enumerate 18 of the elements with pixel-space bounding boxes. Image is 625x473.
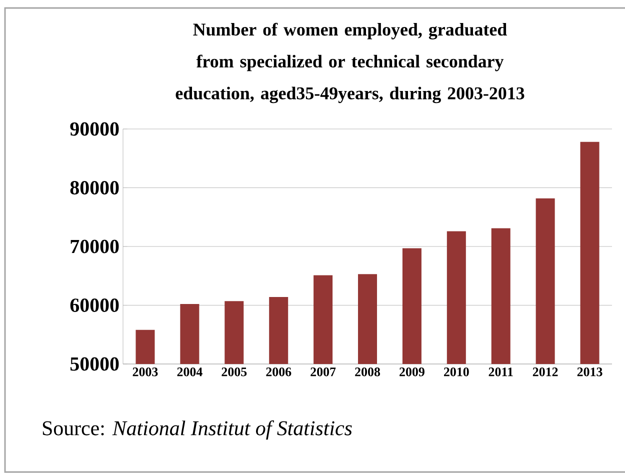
x-tick-label: 2003: [132, 368, 158, 376]
x-tick-label: 2007: [310, 368, 336, 376]
x-tick-label: 2006: [266, 368, 292, 376]
x-tick-label: 2009: [400, 368, 424, 376]
x-tick-label: 2004: [177, 368, 202, 376]
x-tick-label: 2005: [222, 368, 247, 376]
y-tick-label: 80000: [70, 181, 119, 194]
y-tick-label: 90000: [70, 122, 119, 136]
x-tick-label: 2010: [444, 368, 469, 376]
y-tick-label: 60000: [70, 298, 119, 312]
x-tick-label: 2012: [532, 368, 558, 376]
x-tick-label: 2011: [488, 368, 513, 376]
source-note: Source: National Institut of Statistics: [42, 420, 352, 440]
x-tick-label: 2013: [577, 368, 602, 376]
chart-title: Number of women employed, graduated from specialized or technical secondary education, aged35-49years, during 2003-2013: [176, 22, 524, 104]
y-tick-label: 50000: [70, 357, 119, 371]
y-tick-label: 70000: [70, 240, 119, 254]
x-tick-label: 2008: [355, 368, 380, 376]
